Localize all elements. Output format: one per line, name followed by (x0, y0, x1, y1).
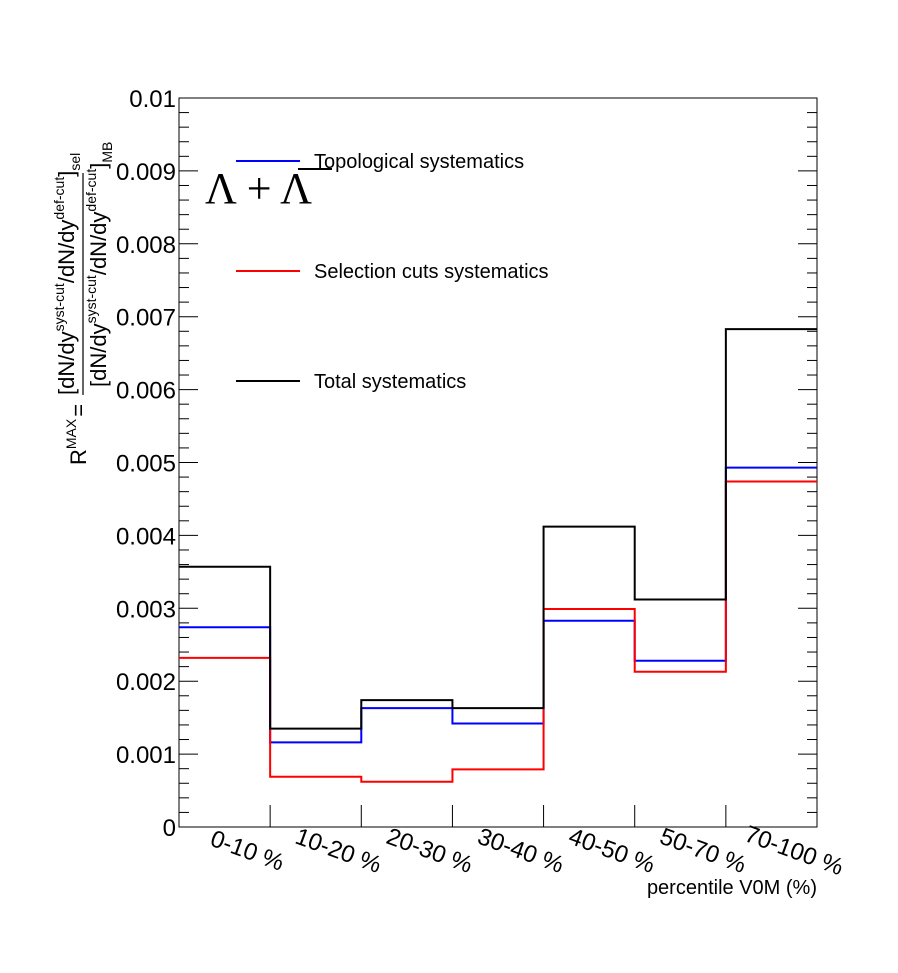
y-tick-label: 0.006 (116, 378, 176, 405)
y-tick-label: 0.007 (116, 305, 176, 332)
y-tick-label: 0.005 (116, 451, 176, 478)
ylabel-den-sub: MB (99, 142, 115, 163)
ylabel-den-sup2: def-cut (83, 169, 99, 212)
svg-text:[dN/dysyst-cut/dN/dydef-cut]MB: [dN/dysyst-cut/dN/dydef-cut]MB (83, 142, 115, 387)
legend-label-selection: Selection cuts systematics (314, 261, 549, 283)
y-tick-label: 0 (163, 815, 176, 842)
ylabel-num-open: [dN/dy (54, 331, 79, 395)
ylabel-num-close: ] (54, 171, 79, 177)
x-category-label: 0-10 % (207, 825, 288, 876)
series-lines (179, 328, 817, 783)
ylabel-den-sup1: syst-cut (83, 275, 99, 323)
x-category-label: 20-30 % (383, 823, 476, 879)
y-tick-label: 0.003 (116, 596, 176, 623)
y-axis-title: RMAX= [dN/dysyst-cut/dN/dydef-cut]sel [d… (51, 142, 115, 465)
x-category-label: 10-20 % (292, 823, 385, 879)
y-tick-label: 0.009 (116, 159, 176, 186)
legend-label-topological: Topological systematics (314, 151, 524, 173)
svg-text:RMAX=: RMAX= (63, 404, 91, 465)
ylabel-den-open: [dN/dy (86, 323, 111, 387)
svg-text:[dN/dysyst-cut/dN/dydef-cut]se: [dN/dysyst-cut/dN/dydef-cut]sel (51, 153, 83, 395)
y-tick-label: 0.004 (116, 523, 176, 550)
ylabel-den-mid: /dN/dy (86, 212, 111, 276)
legend: Topological systematics Selection cuts s… (236, 151, 549, 393)
series-line-1 (179, 480, 817, 783)
x-category-label: 50-70 % (656, 823, 749, 879)
y-tick-label: 0.001 (116, 742, 176, 769)
y-tick-labels: 0 0.001 0.002 0.003 0.004 0.005 0.006 0.007 0.00… (116, 86, 176, 842)
ylabel-den-close: ] (86, 163, 111, 169)
y-tick-label: 0.01 (129, 86, 176, 113)
y-tick-label: 0.008 (116, 232, 176, 259)
x-tick-labels: 0-10 % 10-20 %20-30 %30-40 %40-50 %50-70 … (207, 821, 847, 882)
x-category-label: 40-50 % (565, 823, 658, 879)
y-tick-label: 0.002 (116, 669, 176, 696)
series-line-2 (179, 328, 817, 730)
ylabel-lhs: R (66, 449, 91, 465)
ylabel-num-sup2: def-cut (51, 177, 67, 220)
ylabel-lhs-sup: MAX (63, 418, 79, 449)
x-axis-title: percentile V0M (%) (647, 877, 817, 899)
legend-label-total: Total systematics (314, 371, 466, 393)
series-line-0 (179, 466, 817, 744)
ylabel-num-mid: /dN/dy (54, 220, 79, 284)
axis-ticks (179, 97, 817, 828)
ylabel-num-sub: sel (67, 153, 83, 171)
ylabel-eq: = (66, 404, 91, 417)
particle-annotation: Λ + Λ (205, 164, 312, 213)
x-category-label: 70-100 % (741, 821, 847, 882)
x-category-label: 30-40 % (474, 823, 567, 879)
ylabel-num-sup1: syst-cut (51, 283, 67, 331)
